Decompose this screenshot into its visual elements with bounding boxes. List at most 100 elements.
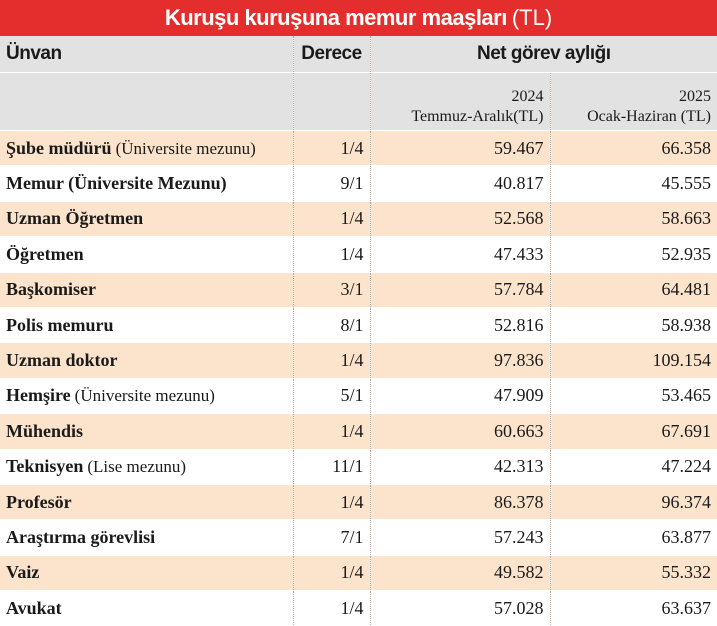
row: Hemşire (Üniversite mezunu) 5/1 47.909 53.46… xyxy=(0,378,717,415)
row: Başkomiser 3/1 57.784 64.481 xyxy=(0,272,717,308)
row: Uzman Öğretmen 1/4 52.568 58.663 xyxy=(0,201,717,238)
salary-cell: 58.938 xyxy=(549,307,717,344)
job-title: Araştırma görevlisi xyxy=(6,526,156,547)
subheader-row: 2024 Temmuz-Aralık(TL) 2025 Ocak-Haziran (… xyxy=(0,72,717,131)
title-cell: Öğretmen xyxy=(0,236,293,273)
subheader-cell: 2025 Ocak-Haziran (TL) xyxy=(549,72,717,131)
cell xyxy=(0,72,293,131)
row: Mühendis 1/4 60.663 67.691 xyxy=(0,413,717,450)
title-cell: Hemşire (Üniversite mezunu) xyxy=(0,378,293,415)
salary-cell: 57.243 xyxy=(369,519,550,556)
salary-cell: 47.909 xyxy=(369,378,550,415)
title-cell: Teknisyen (Lise mezunu) xyxy=(0,449,293,485)
job-title: Uzman doktor xyxy=(6,350,118,371)
header-cell: Derece xyxy=(292,36,370,73)
salary-cell: 60.663 xyxy=(369,413,550,450)
title-cell: Memur (Üniversite Mezunu) xyxy=(0,165,293,202)
row: Araştırma görevlisi 7/1 57.243 63.877 xyxy=(0,519,717,556)
grade-cell: 1/4 xyxy=(292,590,370,626)
title-cell: Vaiz xyxy=(0,555,293,592)
title-unit: (TL) xyxy=(511,5,553,30)
year: 2024 xyxy=(511,88,544,105)
job-note: (Üniversite mezunu) xyxy=(115,138,256,158)
row: Polis memuru 8/1 52.816 58.938 xyxy=(0,307,717,344)
salary-cell: 63.637 xyxy=(549,590,717,626)
salary-cell: 97.836 xyxy=(369,342,550,379)
job-title: Memur (Üniversite Mezunu) xyxy=(6,173,227,194)
row: Memur (Üniversite Mezunu) 9/1 40.817 45.555 xyxy=(0,165,717,202)
grade-cell: 1/4 xyxy=(292,201,370,238)
title-cell: Mühendis xyxy=(0,413,293,450)
job-title: Vaiz xyxy=(6,562,40,583)
row: Şube müdürü (Üniversite mezunu) 1/4 59.467 6… xyxy=(0,130,717,167)
cell xyxy=(292,72,370,131)
title-bar: Kuruşu kuruşuna memur maaşları (TL) xyxy=(0,0,717,36)
job-title: Uzman Öğretmen xyxy=(6,208,144,229)
job-title: Öğretmen xyxy=(6,243,84,264)
subheader-cell: 2024 Temmuz-Aralık(TL) xyxy=(369,72,550,131)
job-title: Başkomiser xyxy=(6,279,96,300)
salary-cell: 40.817 xyxy=(369,165,550,202)
row: Avukat 1/4 57.028 63.637 xyxy=(0,590,717,626)
salary-cell: 96.374 xyxy=(549,484,717,521)
salary-cell: 57.784 xyxy=(369,272,550,308)
salary-cell: 86.378 xyxy=(369,484,550,521)
title-cell: Avukat xyxy=(0,590,293,626)
title-cell: Şube müdürü (Üniversite mezunu) xyxy=(0,130,293,167)
salary-cell: 52.816 xyxy=(369,307,550,344)
title-cell: Profesör xyxy=(0,484,293,521)
salary-cell: 42.313 xyxy=(369,449,550,485)
title-cell: Başkomiser xyxy=(0,272,293,308)
salary-cell: 47.433 xyxy=(369,236,550,273)
salary-cell: 45.555 xyxy=(549,165,717,202)
year: 2025 xyxy=(679,88,711,105)
title-cell: Uzman Öğretmen xyxy=(0,201,293,238)
salary-cell: 52.935 xyxy=(549,236,717,273)
grade-cell: 1/4 xyxy=(292,130,370,167)
grade-cell: 5/1 xyxy=(292,378,370,415)
job-title: Şube müdürü xyxy=(6,137,112,158)
header-cell: Net görev aylığı xyxy=(369,36,717,73)
salary-table: Ünvan Derece Net görev aylığı 2024 Temmuz… xyxy=(0,36,717,626)
grade-cell: 11/1 xyxy=(292,449,370,485)
salary-cell: 52.568 xyxy=(369,201,550,238)
salary-cell: 58.663 xyxy=(549,201,717,238)
grade-cell: 9/1 xyxy=(292,165,370,202)
salary-cell: 47.224 xyxy=(549,449,717,485)
job-note: (Lise mezunu) xyxy=(87,457,187,477)
salary-cell: 66.358 xyxy=(549,130,717,167)
salary-cell: 63.877 xyxy=(549,519,717,556)
grade-cell: 1/4 xyxy=(292,236,370,273)
grade-cell: 8/1 xyxy=(292,307,370,344)
salary-cell: 49.582 xyxy=(369,555,550,592)
job-title: Avukat xyxy=(6,597,62,618)
grade-cell: 1/4 xyxy=(292,342,370,379)
job-title: Teknisyen xyxy=(6,456,84,477)
job-title: Profesör xyxy=(6,491,72,512)
title-cell: Polis memuru xyxy=(0,307,293,344)
salary-cell: 59.467 xyxy=(369,130,550,167)
salary-cell: 57.028 xyxy=(369,590,550,626)
grade-cell: 1/4 xyxy=(292,413,370,450)
header-cell: Ünvan xyxy=(0,36,293,73)
row: Profesör 1/4 86.378 96.374 xyxy=(0,484,717,521)
job-title: Polis memuru xyxy=(6,314,114,335)
period: Temmuz-Aralık(TL) xyxy=(411,108,544,125)
period: Ocak-Haziran (TL) xyxy=(587,108,711,125)
header-row: Ünvan Derece Net görev aylığı xyxy=(0,36,717,73)
title-cell: Uzman doktor xyxy=(0,342,293,379)
grade-cell: 1/4 xyxy=(292,555,370,592)
grade-cell: 7/1 xyxy=(292,519,370,556)
salary-cell: 109.154 xyxy=(549,342,717,379)
salary-cell: 53.465 xyxy=(549,378,717,415)
title-cell: Araştırma görevlisi xyxy=(0,519,293,556)
salary-cell: 55.332 xyxy=(549,555,717,592)
salary-cell: 64.481 xyxy=(549,272,717,308)
row: Teknisyen (Lise mezunu) 11/1 42.313 47.224 xyxy=(0,449,717,485)
row: Vaiz 1/4 49.582 55.332 xyxy=(0,555,717,592)
table-body: Ünvan Derece Net görev aylığı 2024 Temmuz… xyxy=(0,36,717,626)
grade-cell: 3/1 xyxy=(292,272,370,308)
salary-cell: 67.691 xyxy=(549,413,717,450)
job-note: (Üniversite mezunu) xyxy=(74,386,215,406)
